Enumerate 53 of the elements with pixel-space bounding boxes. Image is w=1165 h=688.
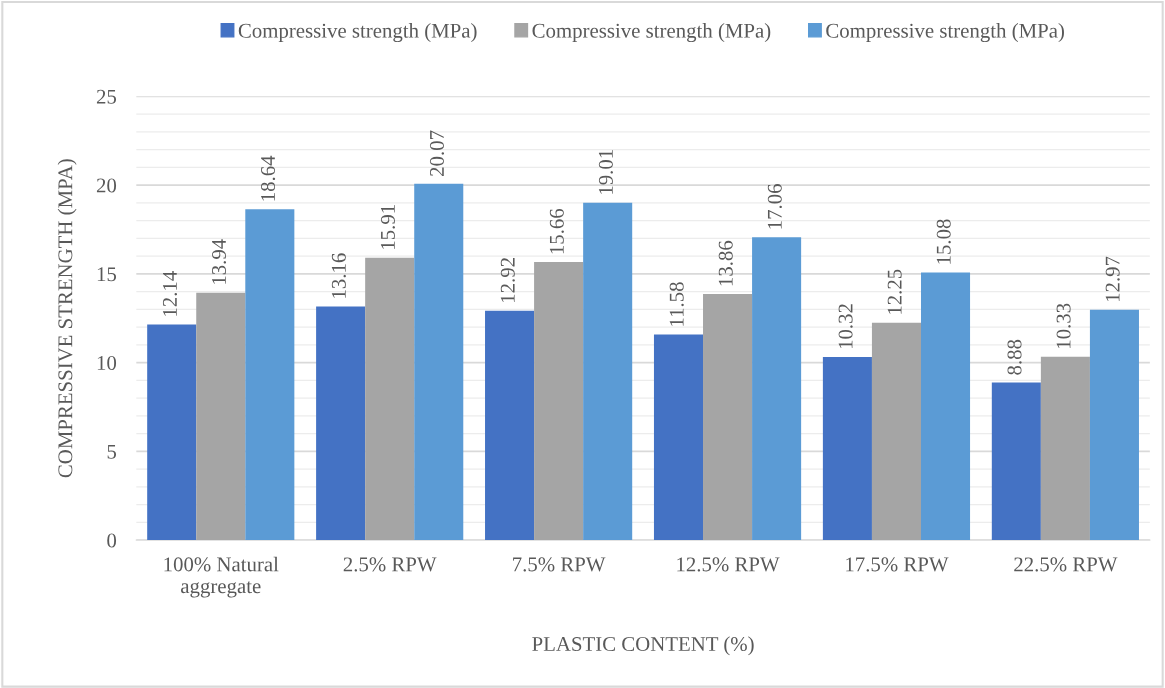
data-label: 17.06 bbox=[767, 184, 782, 229]
data-label: 19.01 bbox=[598, 150, 613, 194]
data-label: 10.32 bbox=[838, 304, 853, 349]
bar bbox=[147, 324, 197, 541]
x-tick-label: 2.5% RPW bbox=[343, 557, 437, 572]
x-tick-label: 7.5% RPW bbox=[513, 557, 606, 572]
data-label: 13.94 bbox=[211, 239, 227, 284]
bar bbox=[653, 334, 704, 541]
bar bbox=[583, 202, 633, 541]
x-tick-label: 22.5% RPW bbox=[1014, 557, 1118, 572]
bar bbox=[414, 183, 464, 541]
bar bbox=[196, 292, 246, 541]
data-label: 15.08 bbox=[936, 219, 951, 264]
y-axis-title: COMPRESSIVE STRENGTH (MPA) bbox=[57, 159, 77, 478]
y-tick-label: 25 bbox=[96, 89, 117, 104]
x-tick-label: 12.5% RPW bbox=[677, 557, 780, 572]
bar bbox=[921, 272, 971, 541]
bar bbox=[245, 209, 295, 541]
data-label: 12.92 bbox=[500, 258, 515, 302]
data-label: 13.16 bbox=[331, 253, 346, 298]
bar bbox=[703, 294, 753, 541]
data-label: 8.88 bbox=[1007, 339, 1022, 375]
data-label: 12.14 bbox=[162, 271, 178, 316]
x-axis-title: PLASTIC CONTENT (%) bbox=[532, 636, 754, 656]
legend-label: Compressive strength (MPa) bbox=[826, 23, 1064, 43]
data-label: 10.33 bbox=[1056, 303, 1071, 348]
bar bbox=[1089, 309, 1139, 541]
data-label: 13.86 bbox=[718, 240, 733, 286]
bar bbox=[1040, 356, 1090, 541]
y-tick-label: 15 bbox=[97, 267, 117, 282]
y-tick-label: 0 bbox=[107, 533, 117, 548]
bar bbox=[991, 382, 1041, 541]
legend-label: Compressive strength (MPa) bbox=[238, 23, 477, 43]
bar bbox=[316, 306, 366, 541]
bar bbox=[752, 237, 802, 541]
legend-label: Compressive strength (MPa) bbox=[532, 23, 771, 43]
x-tick-label: 17.5% RPW bbox=[846, 557, 949, 572]
bar bbox=[534, 262, 584, 541]
bar bbox=[822, 356, 872, 541]
bar bbox=[365, 257, 415, 541]
bar bbox=[871, 322, 921, 541]
y-tick-label: 5 bbox=[107, 444, 117, 459]
bar bbox=[485, 310, 535, 541]
data-label: 15.91 bbox=[380, 205, 395, 249]
data-label: 20.07 bbox=[429, 130, 445, 176]
data-label: 15.66 bbox=[549, 208, 564, 254]
data-label: 18.64 bbox=[260, 155, 276, 201]
data-label: 12.97 bbox=[1105, 256, 1120, 302]
data-label: 11.58 bbox=[669, 282, 684, 326]
y-tick-label: 10 bbox=[97, 355, 117, 371]
data-label: 12.25 bbox=[887, 269, 902, 314]
y-tick-label: 20 bbox=[96, 178, 117, 193]
x-tick-label: 100% Natural aggregate bbox=[164, 556, 279, 598]
